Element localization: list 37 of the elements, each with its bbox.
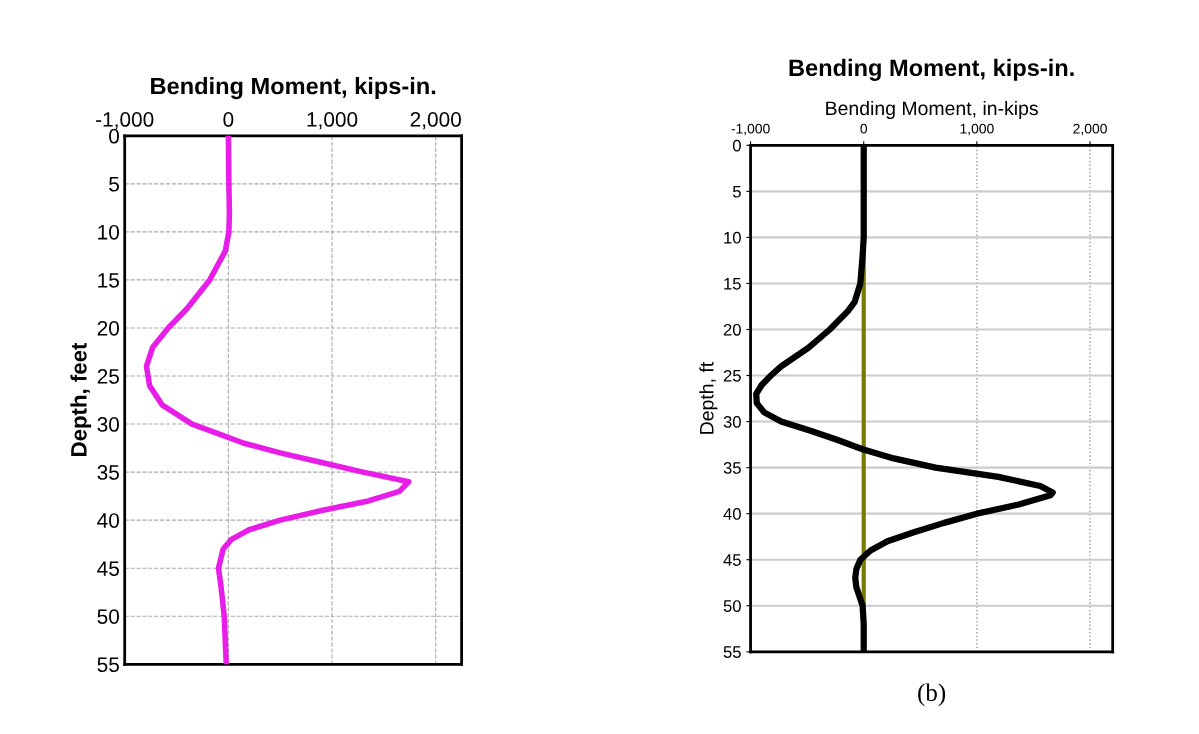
y-tick-label: 15	[98, 273, 119, 288]
x-tick-label: 2,000	[410, 112, 461, 130]
x-tick-label: -1,000	[96, 112, 154, 130]
x-tick-label: 1,000	[307, 112, 358, 130]
y-tick-label: 10	[724, 231, 741, 244]
y-tick-label: 45	[723, 554, 741, 566]
x-tick-label: 0	[860, 123, 868, 134]
y-tick-label: 20	[723, 323, 741, 336]
y-axis-title: Depth, ft	[699, 361, 718, 434]
y-tick-label: 45	[97, 561, 119, 576]
chart-title: Bending Moment, kips-in.	[789, 58, 1074, 81]
y-tick-label: 50	[723, 600, 741, 612]
y-tick-label: 5	[109, 177, 119, 192]
y-tick-label: 20	[97, 320, 120, 336]
y-tick-label: 0	[732, 139, 741, 152]
y-tick-label: 35	[723, 462, 741, 474]
y-tick-label: 25	[723, 369, 741, 382]
y-tick-label: 15	[724, 278, 741, 290]
x-tick-label: -1,000	[731, 123, 770, 136]
y-tick-label: 35	[97, 465, 119, 480]
text: (b)	[918, 683, 946, 707]
x-axis-title: Bending Moment, in-kips	[826, 100, 1038, 120]
y-tick-label: 40	[723, 508, 741, 520]
y-tick-label: 25	[97, 369, 119, 384]
chart-title: Bending Moment, kips-in.	[151, 77, 436, 100]
x-tick-label: 1,000	[960, 123, 994, 136]
y-tick-label: 50	[97, 609, 120, 624]
y-tick-label: 5	[732, 185, 741, 198]
x-tick-label: 0	[223, 112, 234, 127]
y-tick-label: 55	[723, 646, 741, 658]
x-tick-label: 2,000	[1073, 123, 1107, 136]
y-tick-label: 40	[97, 513, 120, 528]
y-tick-label: 30	[723, 415, 741, 428]
y-tick-label: 30	[97, 417, 120, 432]
y-axis-title: Depth, feet	[70, 342, 92, 456]
y-tick-label: 55	[97, 657, 119, 673]
y-tick-label: 10	[98, 224, 120, 240]
